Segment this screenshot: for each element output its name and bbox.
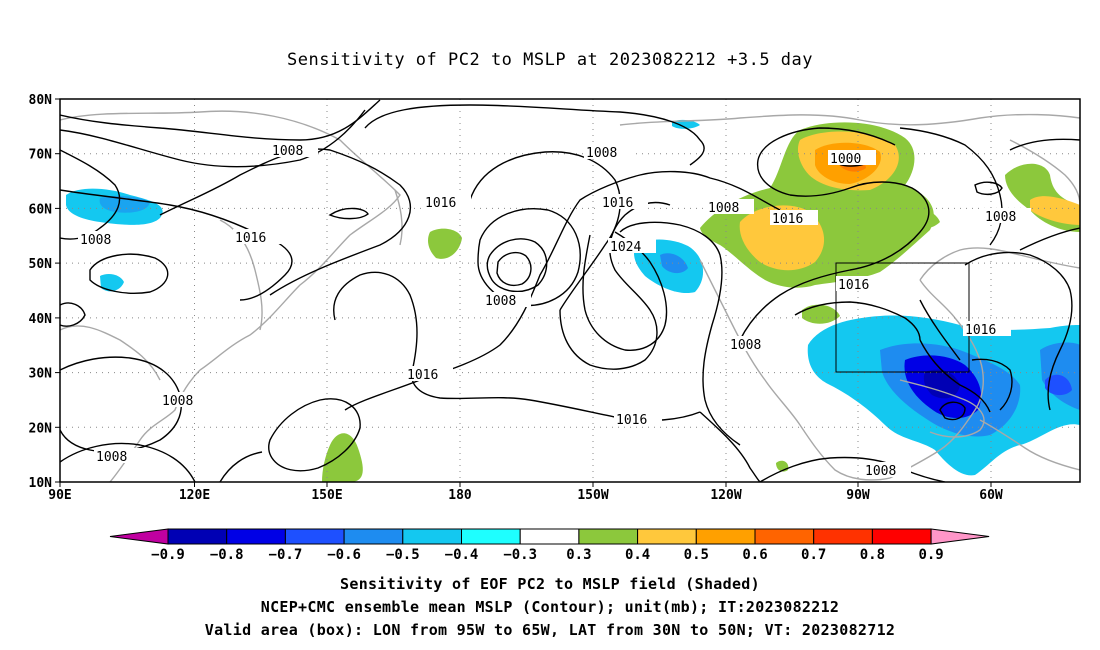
lat-label: 20N bbox=[29, 421, 53, 436]
contour-label: 1016 bbox=[772, 212, 803, 227]
colorbar-tick-label: −0.9 bbox=[151, 547, 185, 563]
colorbar-segment bbox=[461, 528, 521, 545]
colorbar-tick-label: −0.3 bbox=[503, 547, 537, 563]
lon-label: 90W bbox=[846, 488, 870, 503]
colorbar-segment bbox=[695, 528, 756, 545]
colorbar-segment bbox=[343, 528, 404, 545]
colorbar-tick-label: −0.4 bbox=[445, 547, 479, 563]
colorbar-segment bbox=[519, 528, 580, 545]
contour-label: 1016 bbox=[425, 196, 456, 211]
colorbar-segment bbox=[109, 528, 169, 545]
contour-label: 1008 bbox=[162, 394, 193, 409]
tick-marks bbox=[55, 98, 992, 487]
contour-label: 1016 bbox=[965, 323, 996, 338]
contour-label: 1008 bbox=[985, 210, 1016, 225]
colorbar-segment bbox=[284, 528, 345, 545]
caption-line-3: Valid area (box): LON from 95W to 65W, L… bbox=[204, 621, 896, 639]
lon-label: 120W bbox=[710, 488, 741, 503]
lat-label: 80N bbox=[29, 93, 53, 108]
lat-label: 30N bbox=[29, 367, 53, 382]
contour-label: 1016 bbox=[838, 278, 869, 293]
contour-label-group: 1008 1008 1008 1016 1008 1016 1016 1024 … bbox=[78, 142, 1031, 479]
coastlines bbox=[60, 110, 1080, 482]
colorbar-tick-label: 0.5 bbox=[684, 547, 709, 563]
contour-label: 1000 bbox=[830, 152, 861, 167]
colorbar-tick-label: 0.3 bbox=[566, 547, 591, 563]
lon-label: 90E bbox=[48, 488, 71, 503]
mslp-contours bbox=[60, 99, 1080, 482]
colorbar-tick-label: −0.8 bbox=[210, 547, 244, 563]
colorbar: −0.9 −0.8 −0.7 −0.6 −0.5 −0.4 −0.3 0.3 0.4 0.5 0.6… bbox=[109, 528, 990, 563]
lat-label: 70N bbox=[29, 148, 53, 163]
lat-label: 60N bbox=[29, 202, 53, 217]
colorbar-tick-label: 0.7 bbox=[801, 547, 826, 563]
colorbar-segment bbox=[871, 528, 932, 545]
validation-box bbox=[835, 262, 970, 373]
lat-label: 50N bbox=[29, 257, 53, 272]
contour-label: 1008 bbox=[485, 294, 516, 309]
lon-label: 120E bbox=[179, 488, 210, 503]
colorbar-segment bbox=[226, 528, 286, 545]
contour-label: 1008 bbox=[708, 201, 739, 216]
contour-label: 1008 bbox=[730, 338, 761, 353]
lon-label: 150E bbox=[311, 488, 342, 503]
colorbar-segment bbox=[167, 528, 228, 545]
colorbar-segment bbox=[754, 528, 815, 545]
contour-label: 1008 bbox=[272, 144, 303, 159]
contour-label: 1008 bbox=[80, 233, 111, 248]
plot-frame bbox=[59, 98, 1081, 483]
colorbar-segment bbox=[578, 528, 639, 545]
contour-label: 1016 bbox=[616, 413, 647, 428]
lat-label: 10N bbox=[29, 476, 53, 491]
contour-label: 1008 bbox=[96, 450, 127, 465]
colorbar-tick-label: −0.7 bbox=[269, 547, 303, 563]
contour-label: 1016 bbox=[407, 368, 438, 383]
map-title: Sensitivity of PC2 to MSLP at 2023082212… bbox=[286, 50, 813, 70]
colorbar-tick-label: 0.9 bbox=[918, 547, 943, 563]
contour-label: 1024 bbox=[610, 240, 641, 255]
colorbar-tick-label: −0.5 bbox=[386, 547, 420, 563]
colorbar-tick-label: −0.6 bbox=[327, 547, 361, 563]
contour-label: 1008 bbox=[865, 464, 896, 479]
contour-label: 1008 bbox=[586, 146, 617, 161]
colorbar-tick-label: 0.4 bbox=[625, 547, 650, 563]
caption-line-2: NCEP+CMC ensemble mean MSLP (Contour); u… bbox=[260, 598, 840, 616]
lat-label: 40N bbox=[29, 312, 53, 327]
colorbar-segment bbox=[930, 528, 990, 545]
caption-line-1: Sensitivity of EOF PC2 to MSLP field (Sh… bbox=[340, 575, 760, 593]
lon-label: 150W bbox=[577, 488, 608, 503]
colorbar-segment bbox=[637, 528, 697, 545]
contour-label: 1016 bbox=[602, 196, 633, 211]
colorbar-tick-label: 0.6 bbox=[742, 547, 767, 563]
contour-label: 1016 bbox=[235, 231, 266, 246]
colorbar-segment bbox=[813, 528, 873, 545]
colorbar-segment bbox=[402, 528, 462, 545]
lon-label: 180 bbox=[448, 488, 472, 503]
colorbar-tick-label: 0.8 bbox=[860, 547, 885, 563]
lon-label: 60W bbox=[979, 488, 1003, 503]
